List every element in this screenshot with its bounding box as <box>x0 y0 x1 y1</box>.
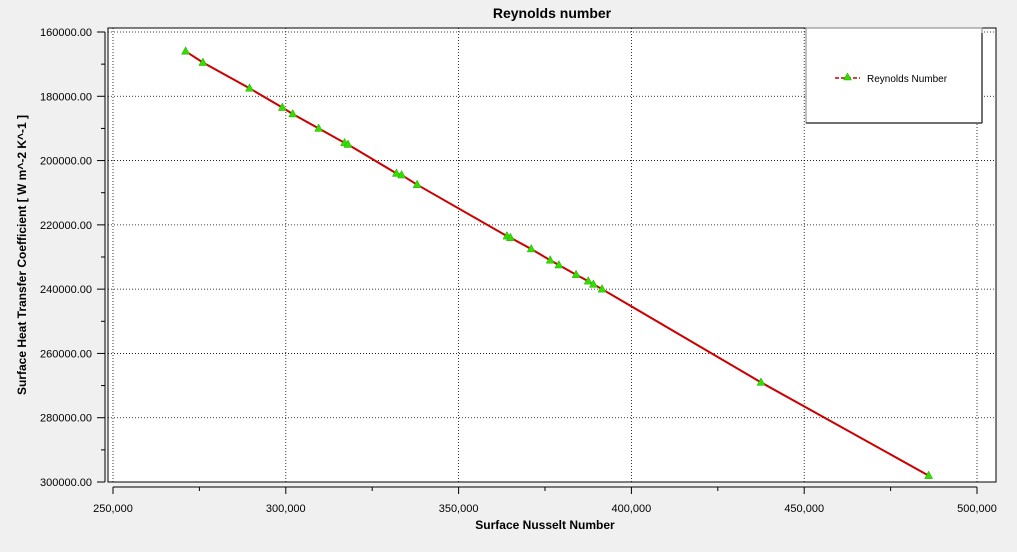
x-tick-label: 350,000 <box>439 503 479 515</box>
legend-label: Reynolds Number <box>867 74 948 85</box>
y-tick-label: 280000.00 <box>40 413 92 425</box>
legend-marker <box>843 72 852 81</box>
data-point-marker <box>506 232 515 241</box>
data-point-marker <box>288 108 298 118</box>
data-point-marker <box>924 470 934 479</box>
grid-lines <box>108 28 996 483</box>
data-point-marker <box>756 377 766 386</box>
y-tick-label: 200000.00 <box>40 156 92 168</box>
y-tick-label: 180000.00 <box>40 91 92 103</box>
x-tick-label: 300,000 <box>266 503 306 515</box>
x-axis: 250,000 300,000 350,000 400,000 450,000 500,0… <box>93 486 997 515</box>
data-point-marker <box>245 83 254 92</box>
x-axis-label: Surface Nusselt Number <box>475 518 615 532</box>
legend-box <box>805 27 983 124</box>
series-layer <box>181 46 934 479</box>
data-point-marker <box>583 276 593 285</box>
data-point-marker <box>277 102 287 111</box>
x-tick-label: 500,000 <box>957 503 997 515</box>
data-point-marker <box>181 46 190 55</box>
data-point-marker <box>397 170 406 179</box>
x-tick-label: 400,000 <box>612 503 652 515</box>
chart-title: Reynolds number <box>493 5 612 21</box>
y-tick-label: 260000.00 <box>40 348 92 360</box>
data-point-marker <box>526 243 536 253</box>
x-tick-label: 250,000 <box>93 503 133 515</box>
data-point-marker <box>597 284 607 293</box>
y-tick-label: 160000.00 <box>40 27 92 39</box>
y-tick-label: 240000.00 <box>40 284 92 296</box>
x-tick-label: 450,000 <box>784 503 824 515</box>
data-point-marker <box>571 269 581 278</box>
data-point-marker <box>412 179 422 188</box>
data-point-marker <box>314 123 324 132</box>
y-axis-label: Surface Heat Transfer Coefficient [ W m^… <box>15 115 29 395</box>
data-point-marker <box>343 139 353 148</box>
y-tick-label: 300000.00 <box>40 477 92 489</box>
data-point-marker <box>554 260 564 269</box>
data-point-marker <box>588 279 598 288</box>
data-point-marker <box>391 168 401 177</box>
y-axis: 160000.00 180000.00 200000.00 220000.00 2400… <box>40 27 106 489</box>
y-tick-label: 220000.00 <box>40 220 92 232</box>
data-point-marker <box>545 255 555 264</box>
data-point-marker <box>198 57 208 66</box>
legend: Reynolds Number <box>805 27 983 124</box>
